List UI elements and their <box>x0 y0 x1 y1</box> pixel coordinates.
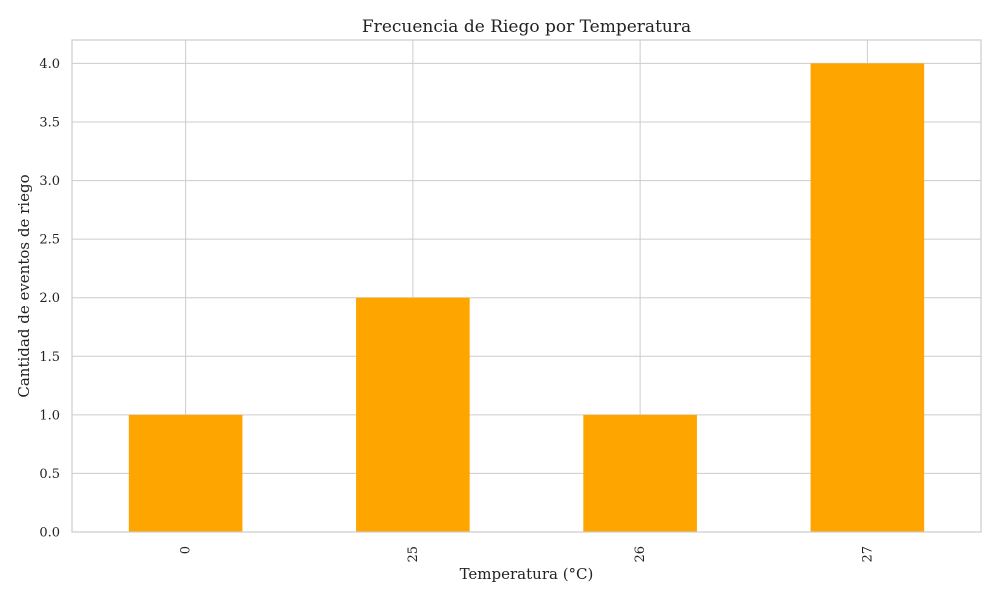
bar-26 <box>583 414 697 532</box>
bar-25 <box>356 297 470 532</box>
x-tick-labels: 0 25 26 27 <box>179 546 876 563</box>
chart-title: Frecuencia de Riego por Temperatura <box>362 17 691 37</box>
bar-layer <box>128 63 925 533</box>
y-tick-label: 1.5 <box>39 350 60 365</box>
y-tick-label: 2.0 <box>39 291 60 306</box>
x-tick-label: 0 <box>179 546 194 554</box>
y-tick-label: 1.0 <box>39 408 60 423</box>
x-tick-label: 25 <box>406 546 421 563</box>
bar-0 <box>128 414 243 532</box>
y-tick-labels: 0.0 0.5 1.0 1.5 2.0 2.5 3.0 3.5 4.0 <box>39 57 60 541</box>
x-tick-label: 26 <box>633 546 648 563</box>
y-tick-label: 0.5 <box>39 467 60 482</box>
y-tick-label: 4.0 <box>39 57 60 72</box>
y-tick-label: 3.0 <box>39 174 60 189</box>
x-axis-label: Temperatura (°C) <box>460 565 594 583</box>
y-tick-label: 2.5 <box>39 233 60 248</box>
y-axis-label: Cantidad de eventos de riego <box>15 174 33 397</box>
x-tick-label: 27 <box>860 546 875 563</box>
bar-27 <box>810 63 925 533</box>
y-tick-label: 0.0 <box>39 526 60 541</box>
plot-frame <box>71 39 982 533</box>
y-tick-label: 3.5 <box>39 116 60 131</box>
